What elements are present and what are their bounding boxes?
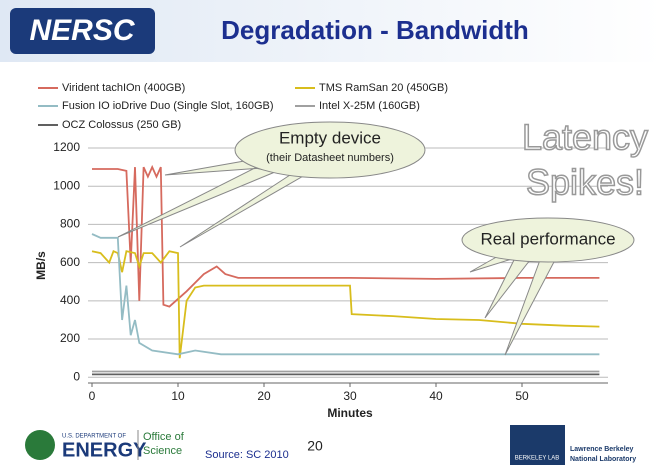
footer-text: Office of	[143, 431, 185, 443]
legend-label: OCZ Colossus (250 GB)	[62, 119, 181, 131]
y-tick-label: 200	[60, 331, 80, 345]
x-tick-label: 50	[515, 389, 529, 403]
annotation: Latency	[522, 117, 648, 158]
legend-label: Intel X-25M (160GB)	[319, 100, 420, 112]
page-number: 20	[307, 438, 323, 454]
x-axis-label: Minutes	[327, 406, 373, 420]
y-tick-label: 400	[60, 293, 80, 307]
y-tick-label: 1200	[53, 140, 80, 154]
series-line	[91, 233, 600, 356]
footer-text: Science	[143, 445, 182, 457]
footer-text: BERKELEY LAB	[515, 456, 560, 462]
y-tick-label: 0	[73, 369, 80, 383]
slide-title: Degradation - Bandwidth	[221, 15, 529, 45]
doe-emblem	[25, 430, 55, 460]
footer-text: National Laboratory	[570, 456, 636, 463]
annotation: (their Datasheet numbers)	[266, 152, 394, 164]
annotation: Real performance	[480, 229, 615, 248]
source: Source: SC 2010	[205, 449, 289, 461]
chart: 0 200 400 600 800 1000 1200 0 10 20 30 40 50 Minutes M…	[34, 82, 608, 420]
lab-logo	[510, 425, 565, 465]
footer-text: Lawrence Berkeley	[570, 446, 634, 453]
annotation: Spikes!	[526, 162, 644, 203]
callouts	[117, 121, 635, 356]
x-tick-label: 40	[429, 389, 443, 403]
legend-label: Virident tachIOn (400GB)	[62, 82, 185, 94]
annotation: Empty device	[279, 128, 381, 147]
y-tick-label: 600	[60, 255, 80, 269]
callout-bubble	[234, 121, 426, 179]
x-tick-label: 20	[257, 389, 271, 403]
y-axis-label: MB/s	[34, 251, 48, 280]
y-tick-label: 800	[60, 217, 80, 231]
x-tick-label: 0	[89, 389, 96, 403]
logo: NERSC	[29, 14, 135, 47]
callout-bubble	[461, 217, 635, 263]
x-tick-label: 30	[343, 389, 357, 403]
series-line	[92, 164, 600, 308]
x-tick-label: 10	[171, 389, 185, 403]
legend-label: TMS RamSan 20 (450GB)	[319, 82, 448, 94]
y-tick-label: 1000	[53, 178, 80, 192]
footer-text: ENERGY	[62, 439, 147, 461]
logo-box	[10, 8, 155, 54]
legend-label: Fusion IO ioDrive Duo (Single Slot, 160G…	[62, 100, 274, 112]
footer-text: U.S. DEPARTMENT OF	[62, 434, 126, 440]
